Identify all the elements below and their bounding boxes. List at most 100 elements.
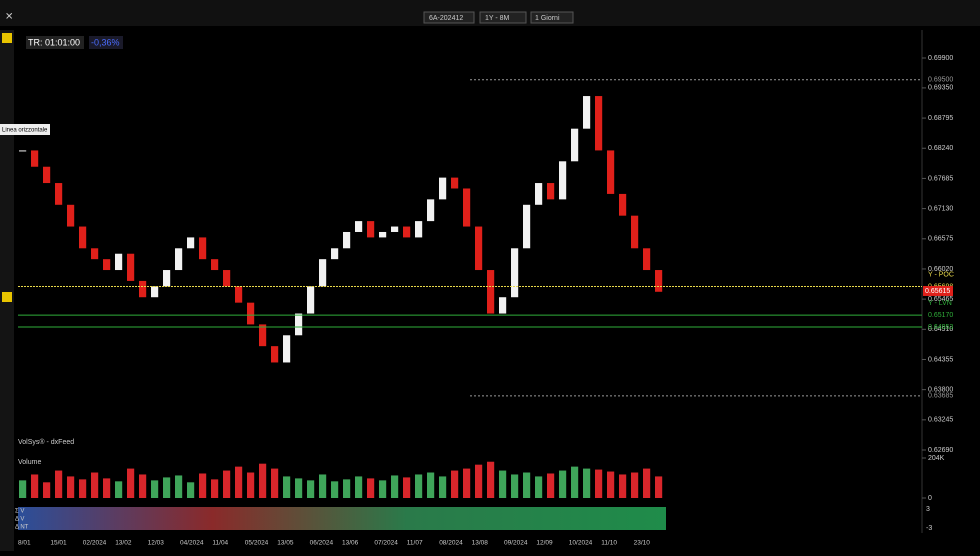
volume-bar xyxy=(583,468,591,498)
y-tick-label: 0.65465 xyxy=(928,296,953,303)
volume-bar xyxy=(271,468,279,498)
volume-bar xyxy=(415,474,423,498)
period-select[interactable] xyxy=(530,11,574,24)
volume-bar xyxy=(91,472,99,498)
candle xyxy=(211,259,219,271)
volume-bar xyxy=(223,470,231,498)
delta-heatmap xyxy=(18,507,666,530)
candle xyxy=(295,313,303,336)
candle xyxy=(67,204,75,227)
candle xyxy=(187,237,195,249)
volume-bar xyxy=(343,479,351,498)
candle xyxy=(547,183,555,200)
volume-bar xyxy=(139,474,147,498)
timer: TR: 01:01:00 xyxy=(28,37,80,47)
volume-bar xyxy=(367,478,375,498)
candle xyxy=(91,248,99,260)
candle xyxy=(31,150,39,167)
date-label: 09/2024 xyxy=(504,540,528,547)
y-tick-label: 0.68240 xyxy=(928,145,953,152)
candle xyxy=(55,183,63,205)
date-label: 08/2024 xyxy=(439,540,463,547)
candle xyxy=(139,280,147,298)
instrument-select[interactable] xyxy=(423,11,475,24)
source: VolSys® - dxFeed xyxy=(18,438,74,446)
volume-bar xyxy=(559,470,567,498)
candle xyxy=(655,270,663,292)
candle xyxy=(511,248,519,298)
date-label: 11/04 xyxy=(212,540,228,547)
level-name: Y - LVN xyxy=(928,300,952,307)
volume-bar xyxy=(523,472,531,498)
volume-bar xyxy=(199,473,207,498)
candle xyxy=(175,248,183,271)
date-label: 11/07 xyxy=(407,540,423,547)
candle xyxy=(103,259,111,271)
date-label: 13/08 xyxy=(472,540,489,547)
candle xyxy=(403,226,411,238)
volume-bar xyxy=(55,470,63,498)
range-select[interactable] xyxy=(479,11,527,24)
volume-bar xyxy=(391,475,399,498)
date-label: 06/2024 xyxy=(310,540,334,547)
candle xyxy=(283,335,291,363)
y-tick-label: 0.63800 xyxy=(928,386,953,393)
candle xyxy=(415,221,423,238)
y-tick-label: 0.64355 xyxy=(928,356,953,363)
level-value: 0.65170 xyxy=(928,312,953,319)
volume-bar xyxy=(379,480,387,498)
candle xyxy=(619,193,627,216)
y-tick-label: 0.67685 xyxy=(928,175,953,182)
date-label: 11/10 xyxy=(601,540,617,547)
volume-bar xyxy=(175,475,183,498)
volume-bar xyxy=(619,474,627,498)
y-tick-label: 0.67130 xyxy=(928,205,953,212)
date-label: 12/03 xyxy=(148,540,165,547)
date-label: 02/2024 xyxy=(83,540,107,547)
level-value: 0.63685 xyxy=(928,393,953,400)
instrument: 6A-202412 xyxy=(429,15,463,22)
candle xyxy=(475,226,483,271)
candle xyxy=(19,150,27,152)
volume-bar xyxy=(187,482,195,498)
candle xyxy=(595,96,603,151)
volume-bar xyxy=(571,466,579,498)
date-label: 04/2024 xyxy=(180,540,204,547)
volume-bar xyxy=(67,476,75,498)
volume-bar xyxy=(535,476,543,498)
volume-bar xyxy=(631,472,639,498)
candle xyxy=(523,204,531,249)
candle xyxy=(379,231,387,238)
candle xyxy=(499,297,507,314)
volume-title: Volume xyxy=(18,459,41,466)
magnet-tool[interactable] xyxy=(2,292,12,302)
y-tick-label: 0.66020 xyxy=(928,266,953,273)
candle xyxy=(127,253,135,281)
volume-bar xyxy=(115,481,123,498)
y-tick-label: 0.66575 xyxy=(928,236,953,243)
y-tick-label: 0.69350 xyxy=(928,85,953,92)
delta-scale: 3 xyxy=(926,506,930,513)
candle xyxy=(307,286,315,314)
candle xyxy=(487,270,495,314)
date-label: 13/05 xyxy=(277,540,294,547)
candle xyxy=(439,177,447,200)
volume-bar xyxy=(547,473,555,498)
volume-bar xyxy=(439,476,447,498)
y-tick-label: 0.68795 xyxy=(928,115,953,122)
volume-bar xyxy=(247,472,255,498)
delta-scale: -3 xyxy=(926,525,932,532)
change: -0,36% xyxy=(91,37,120,47)
candle xyxy=(607,150,615,194)
candle xyxy=(571,128,579,162)
volume-bar xyxy=(283,476,291,498)
level-value: 0.69500 xyxy=(928,77,953,84)
volume-bar xyxy=(319,474,327,498)
cursor-tool[interactable] xyxy=(2,33,12,43)
date-label: 05/2024 xyxy=(245,540,269,547)
volume-bar xyxy=(127,468,135,498)
close-icon[interactable]: ✕ xyxy=(5,12,13,23)
y-tick-label: 0.69900 xyxy=(928,55,953,62)
level-name: Y - POC xyxy=(928,271,954,278)
